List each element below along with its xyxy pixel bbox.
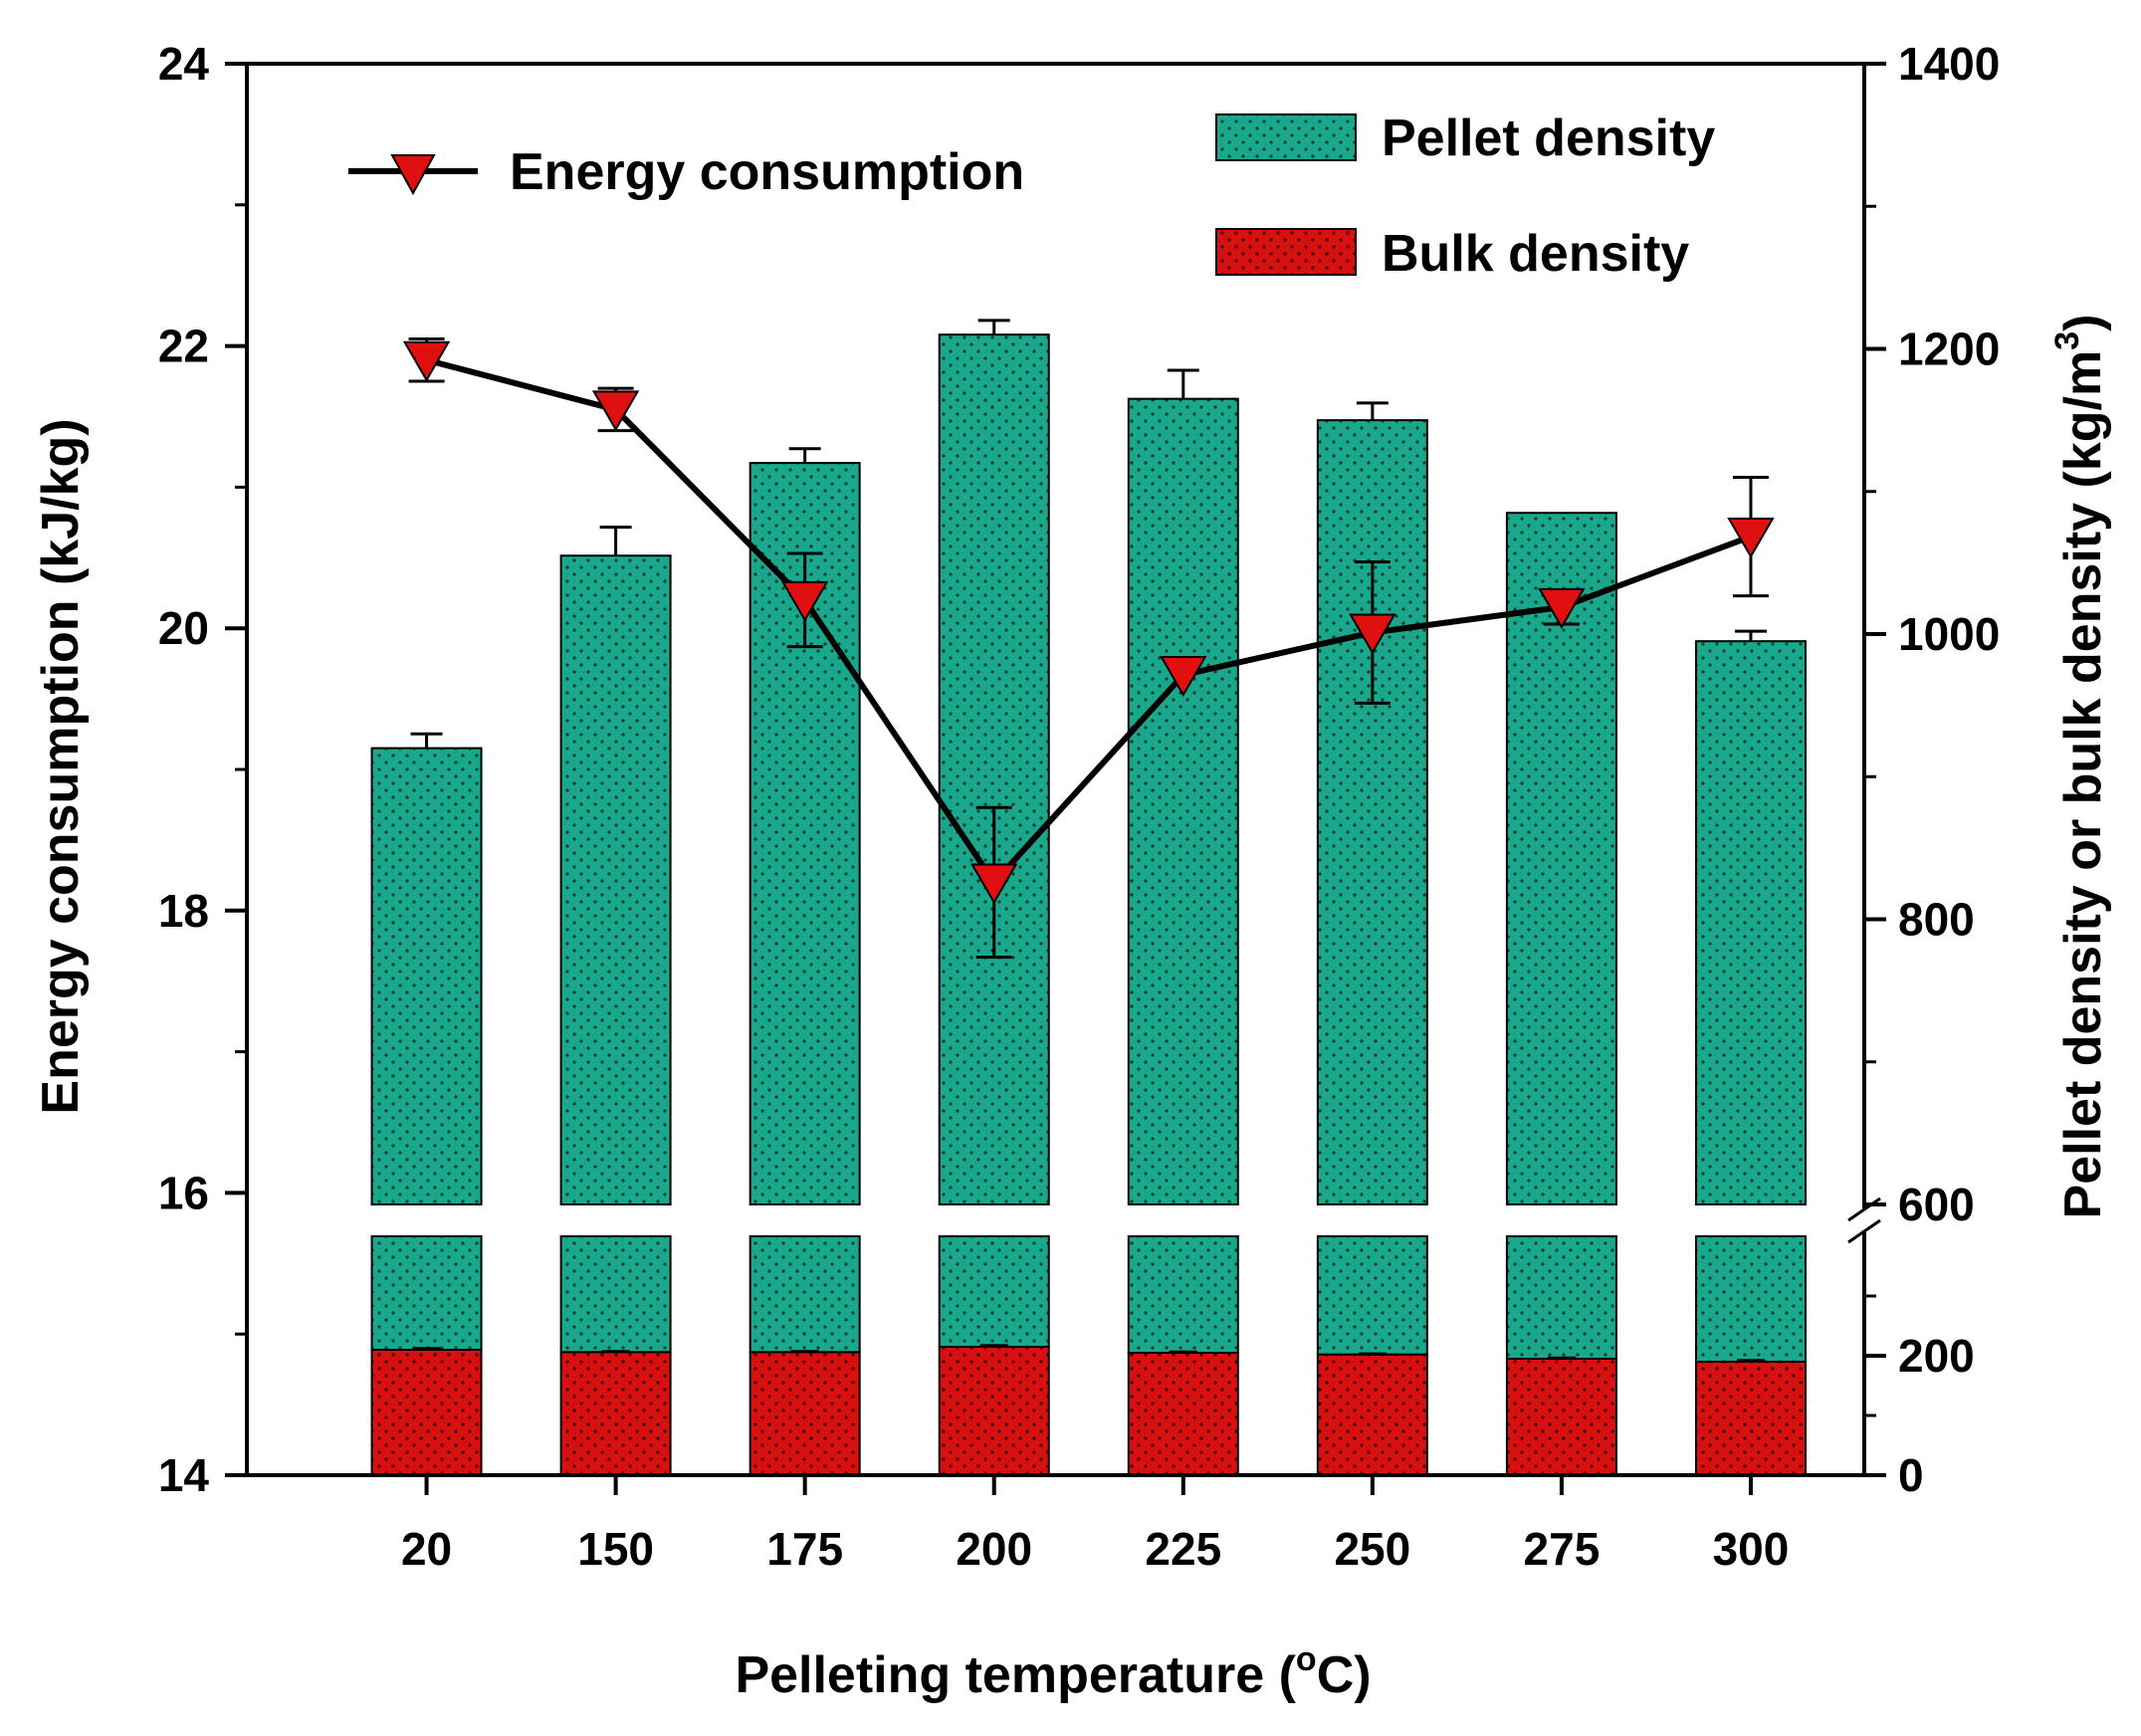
right-tick-label: 0 [1898,1449,1924,1501]
legend-bulk-label: Bulk density [1382,225,1689,283]
x-tick-label: 175 [766,1523,843,1575]
energy-marker [969,863,1018,905]
x-tick-label: 275 [1524,1523,1601,1575]
axis-break-mark [1847,1218,1881,1244]
energy-marker [1349,613,1396,655]
x-tick-label: 20 [401,1523,452,1575]
energy-marker [1160,655,1207,697]
bulk-bar [1316,1353,1428,1477]
pellet-bar-upper [1316,419,1428,1205]
energy-marker [1727,518,1775,559]
right-axis-title-sup: 3 [2048,331,2086,350]
right-axis-title-main: Pellet density or bulk density (kg/m [2054,350,2112,1219]
left-tick-label: 16 [158,1167,209,1218]
right-tick-label: 1000 [1898,608,2000,660]
left-tick-label: 24 [158,38,210,90]
left-tick-label: 18 [158,885,209,937]
x-tick-label: 150 [577,1523,654,1575]
x-axis-title-sup: o [1296,1640,1317,1678]
legend: Energy consumption Pellet density Bulk d… [348,109,1715,283]
bulk-bar [938,1346,1050,1476]
left-tick-label: 20 [158,602,209,654]
x-axis: 20 150 175 200 225 250 275 300 [401,1475,1789,1575]
energy-marker [780,580,829,622]
pellet-bar-lower [559,1235,672,1354]
pellet-bar-lower [1127,1235,1239,1354]
x-tick-label: 300 [1713,1523,1790,1575]
left-axis-title: Energy consumption (kJ/kg) [32,418,90,1114]
right-tick-label: 1200 [1898,324,2000,375]
pellet-bar-upper [1694,640,1807,1205]
x-tick-label: 200 [956,1523,1032,1575]
bulk-bar [370,1349,483,1476]
pellet-bar-lower [1694,1235,1807,1363]
bulk-bar [1127,1352,1239,1476]
pellet-bar-lower [1505,1235,1617,1360]
right-tick-label: 1400 [1898,38,2000,90]
energy-marker [402,340,451,382]
legend-pellet-swatch [1215,113,1357,161]
energy-line [425,356,1753,888]
x-tick-label: 225 [1145,1523,1221,1575]
legend-bulk-swatch [1215,228,1357,276]
left-tick-label: 22 [158,321,209,372]
x-axis-title-unit: C) [1317,1646,1372,1704]
axis-break-mark [1847,1196,1881,1222]
pellet-bar-upper [559,554,672,1205]
x-tick-label: 250 [1334,1523,1410,1575]
right-tick-label: 600 [1898,1179,1975,1230]
x-axis-title: Pelleting temperature (oC) [735,1640,1371,1704]
pellet-bar-upper [370,747,483,1205]
left-axis: 14 16 18 20 22 24 [158,38,247,1501]
left-tick-label: 14 [158,1449,210,1501]
pellet-bar-lower [938,1235,1050,1348]
pellet-bar-upper [938,333,1050,1205]
right-axis: 0 200 600 800 1000 1200 1400 [1847,38,2000,1501]
right-axis-title: Pellet density or bulk density (kg/m3) [2048,315,2112,1219]
bulk-bar [749,1351,861,1477]
pellet-bar-upper [1127,397,1239,1205]
right-axis-title-close: ) [2054,315,2112,331]
energy-marker [591,390,640,432]
legend-energy-label: Energy consumption [510,143,1024,201]
legend-energy-marker [390,154,436,196]
bulk-bar [1694,1361,1807,1476]
bulk-bar [1505,1358,1617,1476]
right-tick-label: 800 [1898,894,1975,946]
pellet-bar-lower [749,1235,861,1354]
x-axis-title-main: Pelleting temperature ( [735,1646,1296,1704]
pellet-bar-lower [370,1235,483,1351]
legend-pellet-label: Pellet density [1382,109,1715,167]
axis-break-gap [1852,1208,1876,1232]
plot-area [370,319,1807,1477]
pellet-bar-lower [1316,1235,1428,1356]
energy-marker [1538,587,1586,629]
bulk-bar [559,1351,672,1477]
right-tick-label: 200 [1898,1330,1975,1382]
